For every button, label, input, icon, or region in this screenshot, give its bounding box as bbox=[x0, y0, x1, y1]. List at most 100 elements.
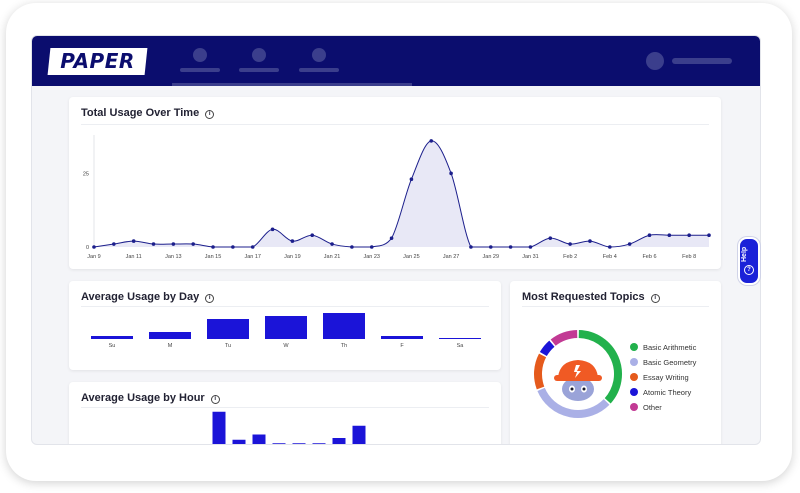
data-point bbox=[707, 233, 711, 238]
donut-slice bbox=[578, 330, 622, 404]
bar bbox=[265, 316, 307, 339]
donut-slice bbox=[539, 340, 555, 357]
x-tick-label: Jan 15 bbox=[205, 254, 222, 260]
data-point bbox=[350, 245, 354, 249]
x-tick-label: Jan 9 bbox=[87, 254, 100, 260]
topics-donut-chart bbox=[534, 330, 622, 418]
nav-icon bbox=[312, 48, 326, 62]
info-icon[interactable]: i bbox=[205, 294, 215, 303]
nav-item-3[interactable] bbox=[299, 48, 339, 74]
bar bbox=[312, 443, 326, 444]
data-point bbox=[151, 242, 156, 246]
bar bbox=[292, 443, 306, 444]
bar bbox=[332, 438, 346, 444]
usage-by-hour-title: Average Usage by Hour i bbox=[81, 392, 220, 404]
data-point bbox=[330, 242, 334, 246]
y-tick-label: 25 bbox=[83, 171, 89, 177]
data-point bbox=[131, 239, 136, 243]
bar bbox=[91, 336, 133, 339]
usage-over-time-card: Total Usage Over Time i 0 25 Jan 9 Jan 11 Jan… bbox=[69, 97, 721, 269]
nav-icon bbox=[193, 48, 207, 62]
topics-card: Most Requested Topics i bbox=[510, 281, 721, 444]
data-point bbox=[548, 236, 553, 240]
series-line bbox=[93, 140, 709, 248]
x-tick-label: Jan 27 bbox=[443, 254, 460, 260]
x-tick-label: Jan 11 bbox=[126, 254, 142, 260]
data-point bbox=[588, 239, 592, 243]
x-tick-label: Feb 6 bbox=[642, 254, 656, 260]
data-point bbox=[171, 242, 176, 246]
x-tick-label: Th bbox=[341, 343, 347, 349]
usage-by-day-title: Average Usage by Day i bbox=[81, 291, 215, 303]
x-tick-label: Jan 31 bbox=[522, 254, 539, 260]
paper-logo[interactable]: PAPER bbox=[47, 48, 148, 75]
legend-item: Basic Geometry bbox=[630, 358, 696, 367]
x-tick-label: Feb 8 bbox=[682, 254, 696, 260]
help-question-icon: ? bbox=[744, 265, 754, 275]
app-screen: PAPER Total Usage Over Time i 0 25 Jan 9 Jan… bbox=[31, 35, 761, 445]
donut-slice bbox=[550, 330, 578, 346]
legend-color-dot bbox=[630, 373, 638, 381]
legend-label: Essay Writing bbox=[643, 373, 689, 382]
mascot-illustration bbox=[552, 350, 604, 402]
info-icon[interactable]: i bbox=[210, 395, 220, 404]
nav-icon bbox=[252, 48, 266, 62]
usage-over-time-title: Total Usage Over Time i bbox=[81, 107, 215, 119]
info-icon[interactable]: i bbox=[650, 294, 660, 303]
data-point bbox=[369, 245, 374, 249]
card-divider bbox=[81, 124, 709, 125]
data-point bbox=[290, 239, 295, 243]
data-point bbox=[409, 177, 414, 182]
nav-active-indicator bbox=[172, 83, 412, 86]
x-tick-label: W bbox=[283, 343, 289, 349]
x-tick-label: M bbox=[168, 343, 173, 349]
legend-color-dot bbox=[630, 343, 638, 351]
nav-label-placeholder bbox=[239, 68, 279, 72]
data-point bbox=[647, 233, 652, 238]
data-point bbox=[508, 245, 513, 249]
x-tick-label: Su bbox=[109, 343, 116, 349]
info-icon[interactable]: i bbox=[205, 110, 215, 119]
nav-item-1[interactable] bbox=[180, 48, 220, 74]
lightning-icon bbox=[574, 365, 581, 378]
data-point bbox=[389, 236, 394, 240]
legend-item: Essay Writing bbox=[630, 373, 689, 382]
y-tick-label: 0 bbox=[86, 245, 89, 251]
data-point bbox=[92, 245, 96, 249]
data-point bbox=[687, 233, 691, 238]
bar bbox=[149, 332, 191, 339]
help-button[interactable]: Help ? bbox=[738, 237, 760, 285]
x-tick-label: Jan 25 bbox=[403, 254, 420, 260]
user-avatar[interactable] bbox=[646, 52, 664, 70]
top-navigation-bar: PAPER bbox=[32, 36, 760, 86]
bar bbox=[272, 443, 286, 444]
nav-label-placeholder bbox=[299, 68, 339, 72]
legend-label: Basic Arithmetic bbox=[643, 343, 697, 352]
legend-color-dot bbox=[630, 403, 638, 411]
usage-by-hour-chart bbox=[212, 411, 366, 444]
legend-label: Atomic Theory bbox=[643, 388, 692, 397]
donut-slice bbox=[534, 353, 547, 390]
area-fill bbox=[94, 140, 709, 247]
data-point bbox=[429, 139, 434, 143]
nav-item-2[interactable] bbox=[239, 48, 279, 74]
bar bbox=[212, 411, 226, 444]
legend-item: Other bbox=[630, 403, 662, 412]
data-point bbox=[250, 245, 255, 249]
bar bbox=[381, 336, 423, 339]
data-point bbox=[449, 171, 453, 176]
usage-by-day-card: Average Usage by Day i Su M Tu W Th F Sa bbox=[69, 281, 501, 370]
card-divider bbox=[81, 306, 489, 307]
data-point bbox=[488, 245, 493, 249]
logo-text: PAPER bbox=[60, 49, 135, 73]
x-tick-label: Jan 13 bbox=[165, 254, 182, 260]
legend-label: Other bbox=[643, 403, 662, 412]
data-point bbox=[231, 245, 235, 249]
x-tick-label: Jan 29 bbox=[483, 254, 500, 260]
bar bbox=[252, 434, 266, 444]
data-point bbox=[191, 242, 195, 246]
user-name-placeholder[interactable] bbox=[672, 58, 732, 64]
donut-slice bbox=[537, 387, 610, 418]
card-divider bbox=[522, 306, 709, 307]
data-point bbox=[627, 242, 632, 246]
